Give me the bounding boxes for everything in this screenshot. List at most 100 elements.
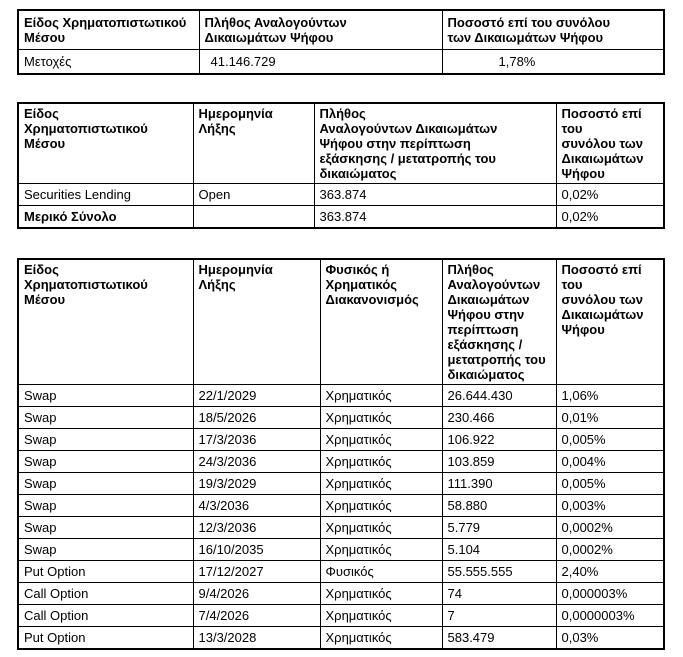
table-row: Call Option 7/4/2026 Χρηματικός 7 0,0000… [17,604,665,627]
cell-voting-rights: 230.466 [441,406,557,429]
cell-expiry-date: 7/4/2026 [192,604,321,627]
cell-instrument-type: Put Option [17,560,194,583]
table-row: Swap 12/3/2036 Χρηματικός 5.779 0,0002% [17,516,665,539]
table-row: Swap 18/5/2026 Χρηματικός 230.466 0,01% [17,406,665,429]
column-header-instrument-type: Είδος Χρηματοπιστωτικού Μέσου [17,102,194,184]
cell-pct-of-total: 1,06% [555,384,665,407]
cell-pct-of-total: 0,01% [555,406,665,429]
cell-pct-of-total: 0,005% [555,428,665,451]
table-row: Μετοχές 41.146.729 1,78% [17,49,665,75]
cell-settlement-type: Χρηματικός [319,384,443,407]
cell-pct-of-total: 0,000003% [555,582,665,605]
cell-settlement-type: Χρηματικός [319,516,443,539]
shares-header-row: Είδος Χρηματοπιστωτικού Μέσου Πλήθος Ανα… [17,9,665,50]
table-row: Swap 19/3/2029 Χρηματικός 111.390 0,005% [17,472,665,495]
cell-instrument-type: Securities Lending [17,183,194,206]
table-row: Securities Lending Open 363.874 0,02% [17,183,665,206]
cell-voting-rights: 103.859 [441,450,557,473]
cell-settlement-type: Χρηματικός [319,604,443,627]
column-header-pct-of-total: Ποσοστό επί του συνόλου των Δικαιωμάτων … [441,9,665,50]
cell-expiry-date: 17/12/2027 [192,560,321,583]
cell-expiry-date: 12/3/2036 [192,516,321,539]
cell-voting-rights: 363.874 [313,183,557,206]
cell-pct-of-total: 0,0002% [555,516,665,539]
cell-settlement-type: Χρηματικός [319,406,443,429]
cell-voting-rights: 5.779 [441,516,557,539]
column-header-voting-rights: Πλήθος Αναλογούντων Δικαιωμάτων Ψήφου στ… [313,102,557,184]
cell-voting-rights: 41.146.729 [198,49,443,75]
table-row: Call Option 9/4/2026 Χρηματικός 74 0,000… [17,582,665,605]
cell-voting-rights: 26.644.430 [441,384,557,407]
shares-table: Είδος Χρηματοπιστωτικού Μέσου Πλήθος Ανα… [17,9,665,75]
cell-pct-of-total: 0,02% [555,205,665,229]
cell-pct-of-total: 0,005% [555,472,665,495]
cell-expiry-date: 22/1/2029 [192,384,321,407]
column-header-pct-of-total: Ποσοστό επί του συνόλου των Δικαιωμάτων … [555,102,665,184]
cell-pct-of-total: 2,40% [555,560,665,583]
column-header-instrument-type: Είδος Χρηματοπιστωτικού Μέσου [17,258,194,385]
cell-voting-rights: 7 [441,604,557,627]
cell-expiry-date: 4/3/2036 [192,494,321,517]
cell-pct-of-total: 0,02% [555,183,665,206]
column-header-expiry-date: Ημερομηνία Λήξης [192,102,315,184]
derivatives-header-row: Είδος Χρηματοπιστωτικού Μέσου Ημερομηνία… [17,258,665,385]
column-header-settlement-type: Φυσικός ή Χρηματικός Διακανονισμός [319,258,443,385]
cell-settlement-type: Χρηματικός [319,582,443,605]
column-header-voting-rights: Πλήθος Αναλογούντων Δικαιωμάτων Ψήφου [198,9,443,50]
cell-expiry-date: 9/4/2026 [192,582,321,605]
cell-expiry-date: 13/3/2028 [192,626,321,650]
cell-instrument-type: Swap [17,538,194,561]
derivatives-table: Είδος Χρηματοπιστωτικού Μέσου Ημερομηνία… [17,258,665,650]
column-header-voting-rights: Πλήθος Αναλογούντων Δικαιωμάτων Ψήφου στ… [441,258,557,385]
cell-voting-rights: 55.555.555 [441,560,557,583]
cell-voting-rights: 111.390 [441,472,557,495]
column-header-pct-of-total: Ποσοστό επί του συνόλου των Δικαιωμάτων … [555,258,665,385]
cell-pct-of-total: 0,003% [555,494,665,517]
cell-instrument-type: Swap [17,450,194,473]
cell-settlement-type: Χρηματικός [319,494,443,517]
cell-expiry-date: 24/3/2036 [192,450,321,473]
cell-settlement-type: Χρηματικός [319,472,443,495]
cell-expiry-date: 17/3/2036 [192,428,321,451]
cell-voting-rights: 583.479 [441,626,557,650]
cell-voting-rights: 58.880 [441,494,557,517]
cell-expiry-date: 18/5/2026 [192,406,321,429]
table-row: Put Option 13/3/2028 Χρηματικός 583.479 … [17,626,665,650]
cell-instrument-type: Swap [17,406,194,429]
cell-instrument-type: Call Option [17,582,194,605]
cell-expiry-date [192,205,315,229]
subtotal-row: Μερικό Σύνολο 363.874 0,02% [17,205,665,229]
cell-settlement-type: Φυσικός [319,560,443,583]
cell-expiry-date: Open [192,183,315,206]
cell-settlement-type: Χρηματικός [319,428,443,451]
cell-settlement-type: Χρηματικός [319,450,443,473]
cell-instrument-type: Put Option [17,626,194,650]
cell-instrument-type: Swap [17,428,194,451]
cell-pct-of-total: 0,004% [555,450,665,473]
cell-voting-rights: 74 [441,582,557,605]
column-header-expiry-date: Ημερομηνία Λήξης [192,258,321,385]
cell-settlement-type: Χρηματικός [319,626,443,650]
cell-instrument-type: Swap [17,494,194,517]
cell-instrument-type: Μετοχές [17,49,200,75]
table-row: Swap 17/3/2036 Χρηματικός 106.922 0,005% [17,428,665,451]
cell-expiry-date: 16/10/2035 [192,538,321,561]
lending-header-row: Είδος Χρηματοπιστωτικού Μέσου Ημερομηνία… [17,102,665,184]
cell-instrument-type: Μερικό Σύνολο [17,205,194,229]
cell-pct-of-total: 1,78% [441,49,665,75]
cell-expiry-date: 19/3/2029 [192,472,321,495]
cell-pct-of-total: 0,0002% [555,538,665,561]
cell-instrument-type: Swap [17,516,194,539]
cell-pct-of-total: 0,0000003% [555,604,665,627]
cell-voting-rights: 363.874 [313,205,557,229]
column-header-instrument-type: Είδος Χρηματοπιστωτικού Μέσου [17,9,200,50]
table-row: Swap 4/3/2036 Χρηματικός 58.880 0,003% [17,494,665,517]
cell-voting-rights: 106.922 [441,428,557,451]
table-row: Put Option 17/12/2027 Φυσικός 55.555.555… [17,560,665,583]
cell-instrument-type: Swap [17,472,194,495]
cell-instrument-type: Call Option [17,604,194,627]
table-row: Swap 16/10/2035 Χρηματικός 5.104 0,0002% [17,538,665,561]
cell-voting-rights: 5.104 [441,538,557,561]
cell-pct-of-total: 0,03% [555,626,665,650]
